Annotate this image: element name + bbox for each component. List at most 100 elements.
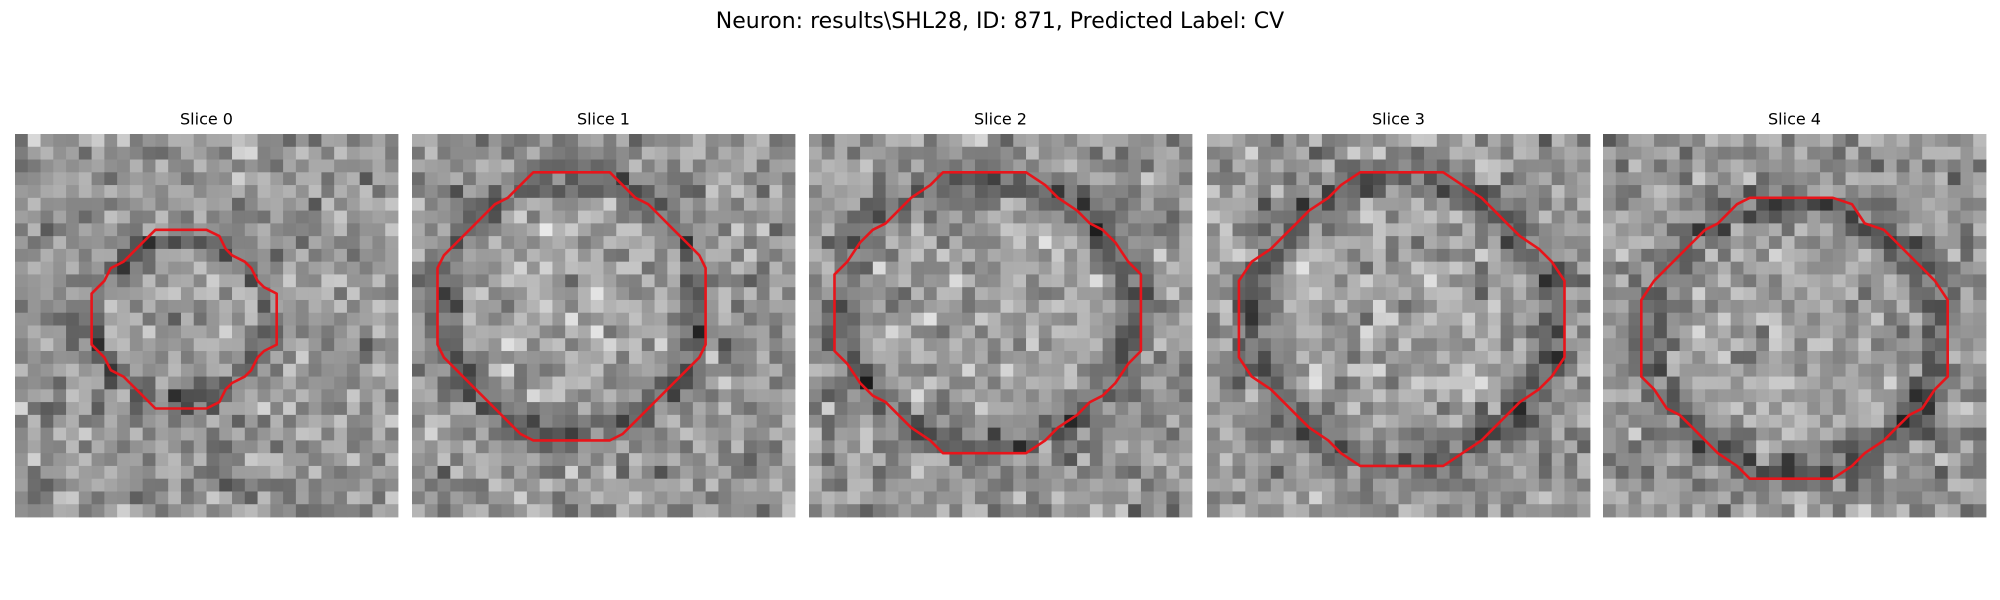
pixel bbox=[104, 325, 118, 339]
pixel bbox=[1115, 299, 1129, 314]
pixel bbox=[885, 299, 899, 314]
pixel bbox=[718, 299, 732, 314]
pixel bbox=[974, 274, 989, 288]
pixel bbox=[1179, 299, 1193, 314]
pixel bbox=[1153, 478, 1167, 492]
pixel bbox=[104, 351, 118, 365]
pixel bbox=[1000, 146, 1014, 160]
pixel bbox=[117, 159, 131, 173]
pixel bbox=[321, 351, 335, 365]
pixel bbox=[1026, 478, 1040, 492]
pixel bbox=[847, 491, 861, 505]
pixel bbox=[1051, 376, 1065, 390]
pixel bbox=[1475, 491, 1489, 505]
pixel bbox=[987, 504, 1001, 518]
pixel bbox=[385, 236, 399, 250]
pixel bbox=[1832, 236, 1846, 250]
pixel bbox=[437, 338, 451, 352]
pixel bbox=[1577, 376, 1591, 390]
pixel bbox=[782, 274, 796, 288]
pixel bbox=[475, 376, 489, 390]
pixel bbox=[117, 172, 131, 186]
pixel bbox=[705, 146, 719, 160]
pixel bbox=[1258, 414, 1272, 429]
pixel bbox=[1140, 440, 1155, 454]
pixel bbox=[15, 223, 29, 237]
pixel bbox=[78, 146, 92, 160]
pixel bbox=[1038, 402, 1052, 416]
pixel bbox=[962, 197, 976, 211]
pixel bbox=[1960, 248, 1974, 263]
pixel bbox=[1115, 287, 1129, 301]
pixel bbox=[1140, 134, 1155, 148]
pixel bbox=[847, 261, 861, 275]
pixel bbox=[1179, 134, 1193, 148]
pixel bbox=[514, 223, 528, 237]
pixel bbox=[616, 159, 630, 173]
pixel bbox=[78, 363, 92, 377]
pixel bbox=[244, 376, 258, 390]
pixel bbox=[283, 210, 297, 224]
pixel bbox=[193, 172, 207, 186]
pixel bbox=[1603, 414, 1617, 429]
pixel bbox=[1679, 465, 1693, 480]
pixel bbox=[872, 478, 886, 492]
pixel bbox=[641, 414, 655, 429]
pixel bbox=[1500, 389, 1514, 403]
pixel bbox=[450, 287, 464, 301]
pixel bbox=[885, 134, 899, 148]
pixel bbox=[244, 248, 258, 263]
pixel bbox=[437, 274, 451, 288]
pixel bbox=[590, 465, 604, 480]
pixel bbox=[821, 402, 835, 416]
pixel bbox=[603, 159, 617, 173]
pixel bbox=[283, 440, 297, 454]
pixel bbox=[1858, 402, 1872, 416]
pixel bbox=[847, 504, 861, 518]
pixel bbox=[1513, 325, 1527, 339]
pixel bbox=[1730, 146, 1744, 160]
pixel bbox=[1960, 465, 1974, 480]
pixel bbox=[1615, 504, 1629, 518]
pixel bbox=[450, 223, 464, 237]
pixel bbox=[1909, 325, 1923, 339]
pixel bbox=[1128, 389, 1142, 403]
pixel bbox=[1385, 453, 1399, 467]
pixel bbox=[244, 146, 258, 160]
pixel bbox=[552, 146, 566, 160]
pixel bbox=[1807, 299, 1821, 314]
pixel bbox=[1102, 287, 1116, 301]
pixel bbox=[1896, 351, 1910, 365]
pixel bbox=[1360, 351, 1374, 365]
pixel bbox=[283, 299, 297, 314]
pixel bbox=[334, 210, 348, 224]
pixel bbox=[372, 261, 386, 275]
pixel bbox=[129, 351, 144, 365]
pixel bbox=[552, 491, 566, 505]
pixel bbox=[1219, 427, 1233, 441]
pixel bbox=[1347, 261, 1361, 275]
pixel bbox=[1166, 478, 1180, 492]
pixel bbox=[1102, 478, 1116, 492]
pixel bbox=[1679, 299, 1693, 314]
pixel bbox=[1807, 427, 1821, 441]
pixel bbox=[40, 210, 54, 224]
pixel bbox=[1398, 159, 1412, 173]
pixel bbox=[1603, 159, 1617, 173]
pixel bbox=[1934, 465, 1949, 480]
pixel bbox=[782, 287, 796, 301]
pixel bbox=[1462, 351, 1476, 365]
pixel bbox=[155, 363, 169, 377]
pixel bbox=[475, 491, 489, 505]
pixel bbox=[1360, 134, 1374, 148]
pixel bbox=[15, 197, 29, 211]
pixel bbox=[1398, 312, 1412, 326]
pixel bbox=[1128, 402, 1142, 416]
pixel bbox=[577, 248, 592, 263]
pixel bbox=[1372, 185, 1387, 199]
pixel bbox=[1603, 478, 1617, 492]
pixel bbox=[1166, 274, 1180, 288]
pixel bbox=[1219, 287, 1233, 301]
pixel bbox=[1258, 185, 1272, 199]
pixel bbox=[936, 159, 950, 173]
